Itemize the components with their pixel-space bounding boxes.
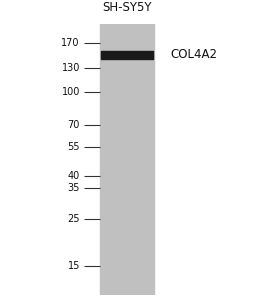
Text: 100: 100 (62, 87, 80, 97)
Text: 55: 55 (67, 142, 80, 152)
Text: 130: 130 (62, 63, 80, 73)
Text: 40: 40 (68, 171, 80, 181)
Text: 15: 15 (67, 261, 80, 271)
Text: 25: 25 (67, 214, 80, 224)
Text: 70: 70 (67, 120, 80, 130)
Text: 35: 35 (67, 183, 80, 193)
Text: COL4A2: COL4A2 (171, 48, 217, 61)
Text: 170: 170 (61, 38, 80, 48)
Text: SH-SY5Y: SH-SY5Y (102, 1, 152, 13)
